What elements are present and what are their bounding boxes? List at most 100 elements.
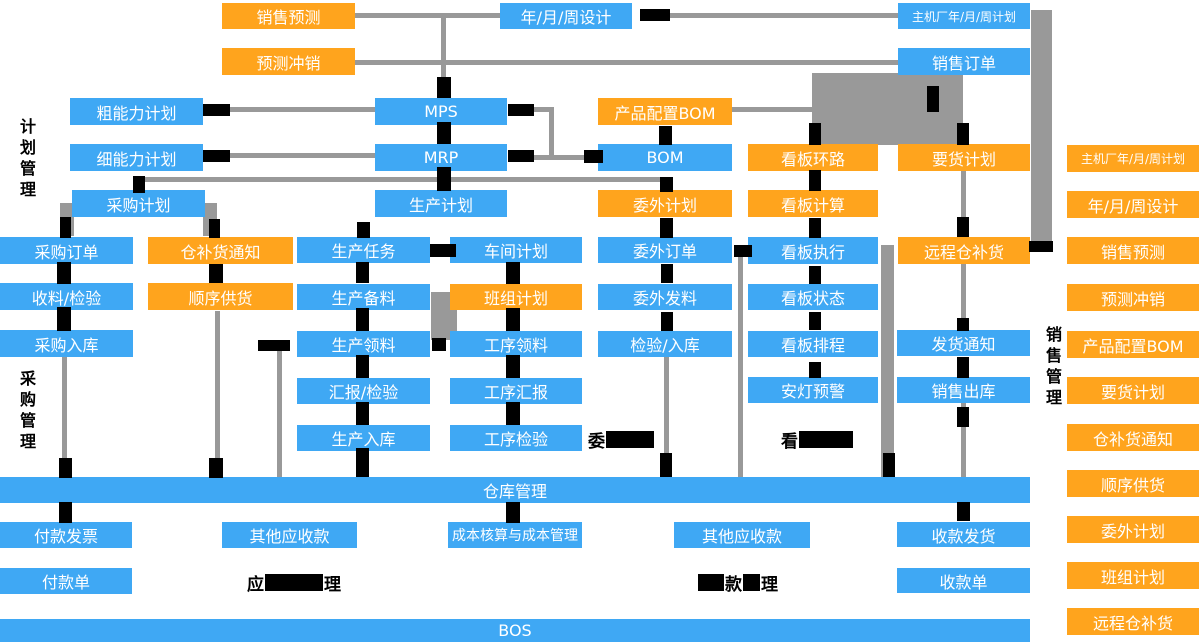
connector-bar: [661, 312, 673, 331]
box-payment-slip: 付款单: [0, 568, 132, 594]
box-rc-remote-warehouse-replenishment: 远程仓补货: [1067, 608, 1199, 635]
connector-bar: [809, 170, 821, 191]
connector-bar: [59, 458, 72, 478]
connector-bar: [957, 217, 969, 237]
connector-bar: [57, 262, 71, 284]
section-label-kanban-management: 看: [781, 427, 854, 452]
group-label-purchase-management: 采购管理: [17, 370, 36, 454]
connector-line: [732, 107, 812, 112]
box-fine-capacity-plan: 细能力计划: [70, 144, 203, 171]
connector-bar: [203, 104, 230, 116]
box-rc-sales-forecast: 销售预测: [1067, 237, 1199, 264]
box-purchase-plan: 采购计划: [72, 190, 205, 217]
connector-bar: [957, 318, 969, 331]
box-rc-outsourcing-plan: 委外计划: [1067, 516, 1199, 543]
box-mps: MPS: [375, 98, 507, 125]
connector-line: [441, 13, 446, 79]
connector-bar: [660, 218, 673, 238]
connector-bar: [430, 244, 456, 257]
gray-panel: [881, 245, 894, 477]
section-label-text: 理: [324, 575, 341, 595]
box-oem-year-month-week-plan: 主机厂年/月/周计划: [898, 3, 1030, 29]
connector-bar: [506, 355, 520, 378]
connector-bar: [209, 458, 223, 478]
connector-bar: [357, 222, 370, 238]
connector-bar: [957, 123, 969, 145]
box-sales-forecast: 销售预测: [222, 3, 355, 29]
connector-bar: [506, 502, 520, 523]
box-inspection-inbound: 检验/入库: [598, 331, 732, 357]
gray-panel: [1031, 10, 1052, 248]
box-other-receivables-1: 其他应收款: [222, 522, 357, 548]
connector-line: [532, 107, 554, 112]
box-workshop-plan: 车间计划: [450, 237, 582, 263]
box-year-month-week-design: 年/月/周设计: [500, 3, 632, 29]
redaction-bar: [698, 574, 724, 591]
connector-bar: [432, 338, 446, 351]
connector-bar: [957, 357, 969, 378]
box-warehouse-management: 仓库管理: [0, 477, 1030, 503]
group-label-sales-management: 销售管理: [1043, 326, 1062, 410]
box-kanban-scheduling: 看板排程: [748, 331, 878, 357]
connector-bar: [59, 502, 72, 523]
connector-bar: [661, 264, 673, 283]
box-andon-alert: 安灯预警: [748, 377, 878, 403]
connector-bar: [883, 453, 895, 477]
connector-bar: [809, 362, 821, 378]
connector-bar: [660, 177, 673, 192]
connector-bar: [437, 122, 451, 144]
box-production-inbound: 生产入库: [297, 425, 430, 451]
connector-line: [62, 357, 67, 477]
connector-bar: [1029, 241, 1053, 252]
connector-bar: [927, 86, 939, 112]
box-rc-forecast-offset: 预测冲销: [1067, 284, 1199, 311]
connector-bar: [734, 245, 752, 257]
box-team-plan: 班组计划: [450, 284, 582, 310]
connector-line: [961, 264, 966, 322]
box-shipping-notice: 发货通知: [897, 330, 1030, 356]
box-payment-invoice: 付款发票: [0, 522, 132, 548]
connector-bar: [258, 340, 290, 351]
box-production-material-issue: 生产领料: [297, 331, 430, 357]
redaction-bar: [606, 431, 654, 448]
connector-line: [215, 311, 220, 477]
box-sequential-supply: 顺序供货: [148, 283, 293, 310]
box-delivery-requirement-plan: 要货计划: [898, 144, 1030, 171]
box-warehouse-replenishment-notice: 仓补货通知: [148, 237, 293, 264]
connector-bar: [660, 453, 672, 477]
connector-line: [664, 357, 669, 477]
connector-bar: [209, 219, 220, 238]
connector-bar: [659, 126, 672, 145]
connector-bar: [356, 262, 369, 283]
connector-line: [961, 171, 966, 219]
connector-bar: [809, 266, 821, 284]
box-receipt-slip: 收款单: [897, 568, 1030, 593]
box-rc-oem-year-month-week-plan: 主机厂年/月/周计划: [1067, 145, 1199, 172]
connector-line: [738, 257, 743, 477]
section-label-text: 理: [761, 575, 778, 595]
connector-line: [549, 107, 554, 159]
box-production-task: 生产任务: [297, 237, 430, 263]
connector-line: [355, 13, 500, 18]
connector-bar: [437, 167, 451, 191]
connector-bar: [57, 307, 71, 331]
connector-bar: [508, 104, 534, 116]
box-report-inspection: 汇报/检验: [297, 378, 430, 404]
connector-bar: [809, 218, 821, 238]
connector-bar: [60, 217, 71, 238]
section-label-text: 应: [247, 575, 264, 595]
box-outsourcing-plan: 委外计划: [598, 190, 732, 217]
section-label-text: 看: [781, 432, 798, 452]
connector-line: [133, 177, 667, 182]
connector-line: [961, 403, 966, 477]
connector-bar: [957, 502, 970, 521]
box-rc-team-plan: 班组计划: [1067, 562, 1199, 589]
connector-bar: [356, 355, 369, 378]
connector-bar: [356, 448, 369, 477]
box-rough-capacity-plan: 粗能力计划: [70, 98, 203, 125]
box-bom: BOM: [598, 144, 732, 171]
box-other-receivables-2: 其他应收款: [674, 522, 810, 548]
box-production-plan: 生产计划: [375, 190, 507, 217]
box-remote-warehouse-replenishment: 远程仓补货: [898, 237, 1030, 264]
